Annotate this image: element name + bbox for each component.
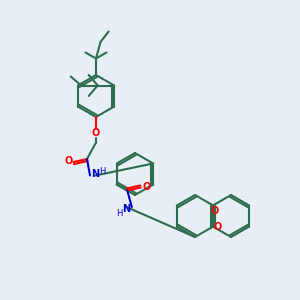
Text: O: O	[142, 182, 150, 193]
Text: O: O	[64, 156, 73, 167]
Text: O: O	[92, 128, 100, 139]
Text: O: O	[210, 206, 218, 217]
Text: N: N	[91, 169, 100, 179]
Text: O: O	[213, 221, 221, 232]
Text: H: H	[116, 208, 122, 217]
Text: N: N	[122, 204, 130, 214]
Text: H: H	[99, 167, 106, 176]
